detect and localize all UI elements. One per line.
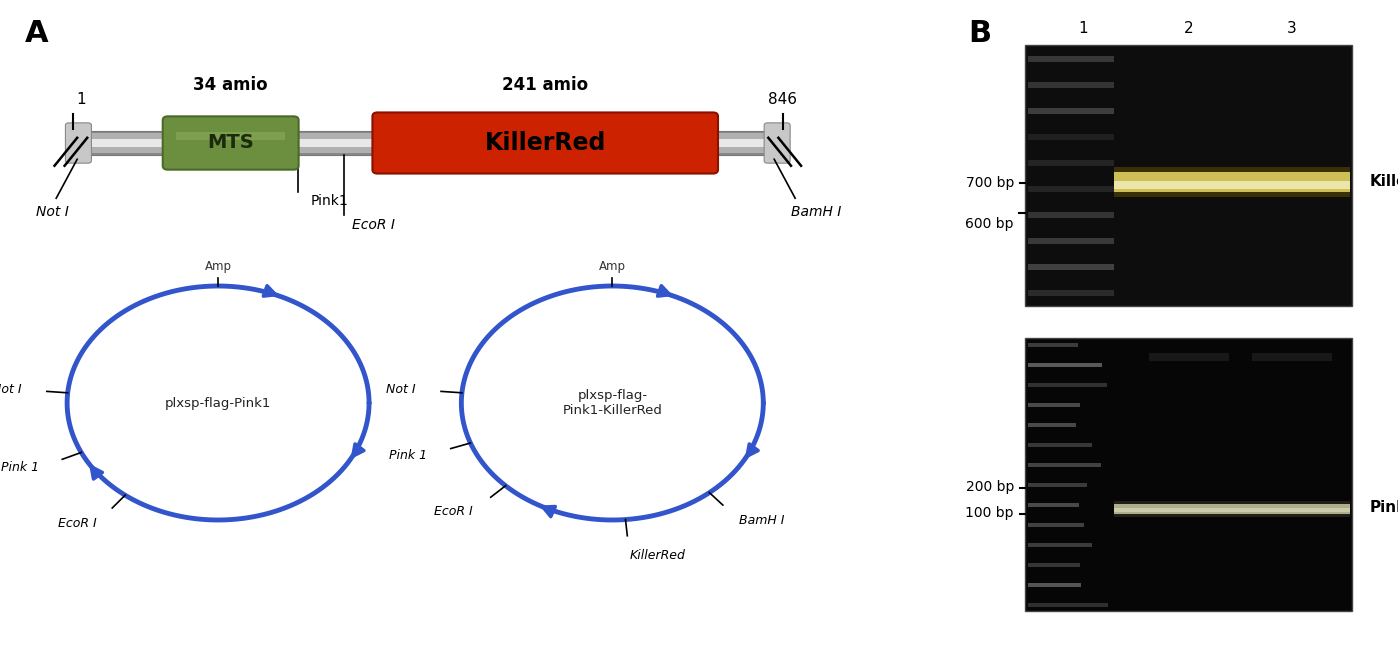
Bar <box>1029 82 1114 88</box>
Bar <box>1029 603 1107 607</box>
Text: Not I: Not I <box>386 384 417 396</box>
Bar <box>84 131 772 155</box>
Bar <box>1029 134 1114 140</box>
Bar <box>1149 353 1229 361</box>
Bar <box>1029 502 1079 507</box>
Bar <box>1029 108 1114 114</box>
Bar <box>1114 172 1350 192</box>
Text: B: B <box>967 20 991 49</box>
Text: Amp: Amp <box>204 260 232 273</box>
Bar <box>1029 264 1114 270</box>
Bar <box>1029 562 1081 567</box>
Text: 1: 1 <box>1078 21 1088 36</box>
Text: plxsp-flag-Pink1: plxsp-flag-Pink1 <box>165 396 271 410</box>
Bar <box>1029 56 1114 62</box>
FancyBboxPatch shape <box>66 123 91 163</box>
Bar <box>1029 343 1078 347</box>
Text: 241 amio: 241 amio <box>502 76 589 94</box>
Bar <box>1029 160 1114 166</box>
Text: 100 bp: 100 bp <box>966 506 1014 521</box>
Text: 34 amio: 34 amio <box>193 76 268 94</box>
Text: 200 bp: 200 bp <box>966 480 1014 495</box>
Text: 1: 1 <box>77 92 87 107</box>
Text: EcoR I: EcoR I <box>435 504 473 517</box>
Bar <box>1029 582 1082 587</box>
Text: Not I: Not I <box>35 205 69 219</box>
Bar <box>1029 482 1086 487</box>
Bar <box>1114 181 1350 188</box>
Bar <box>84 131 772 155</box>
Bar <box>176 132 285 140</box>
Bar <box>1026 46 1352 306</box>
Bar <box>1114 167 1350 197</box>
Bar <box>1114 504 1350 514</box>
Text: EcoR I: EcoR I <box>57 517 96 530</box>
Bar <box>1114 500 1350 517</box>
Text: 600 bp: 600 bp <box>966 217 1014 231</box>
Bar <box>1029 363 1102 367</box>
Text: Pink 1: Pink 1 <box>389 448 428 461</box>
Bar <box>1029 523 1085 527</box>
Text: Pink 1: Pink 1 <box>1 461 39 474</box>
Bar <box>1029 212 1114 218</box>
Text: Pink1: Pink1 <box>310 194 348 208</box>
FancyBboxPatch shape <box>372 112 719 174</box>
Text: 2: 2 <box>1184 21 1194 36</box>
Text: A: A <box>25 20 49 49</box>
Text: KillerRed: KillerRed <box>485 131 605 155</box>
Bar <box>84 131 772 133</box>
FancyBboxPatch shape <box>162 116 299 170</box>
Text: 846: 846 <box>768 92 797 107</box>
Bar <box>1029 383 1107 387</box>
Bar <box>1029 186 1114 192</box>
Text: KillerRed: KillerRed <box>1369 174 1398 190</box>
Bar <box>1029 402 1081 407</box>
Text: 700 bp: 700 bp <box>966 176 1014 190</box>
Text: EcoR I: EcoR I <box>352 218 396 232</box>
Text: 3: 3 <box>1288 21 1297 36</box>
Bar <box>1026 338 1352 611</box>
Bar <box>1029 543 1092 547</box>
Text: Pink1-MTS: Pink1-MTS <box>1369 499 1398 515</box>
Bar <box>1114 508 1350 512</box>
Bar <box>84 153 772 155</box>
Text: Amp: Amp <box>598 260 626 273</box>
Bar <box>1029 463 1102 467</box>
Text: BamH I: BamH I <box>740 514 784 526</box>
Text: Not I: Not I <box>0 384 22 396</box>
Bar <box>1029 422 1075 427</box>
Bar <box>1029 443 1092 447</box>
Text: MTS: MTS <box>207 133 254 153</box>
Text: BamH I: BamH I <box>791 205 842 219</box>
Bar <box>1029 238 1114 244</box>
Bar <box>84 139 772 147</box>
FancyBboxPatch shape <box>765 123 790 163</box>
Text: KillerRed: KillerRed <box>629 549 685 562</box>
Bar <box>1251 353 1332 361</box>
Bar <box>1029 290 1114 296</box>
Text: plxsp-flag-
Pink1-KillerRed: plxsp-flag- Pink1-KillerRed <box>562 389 663 417</box>
